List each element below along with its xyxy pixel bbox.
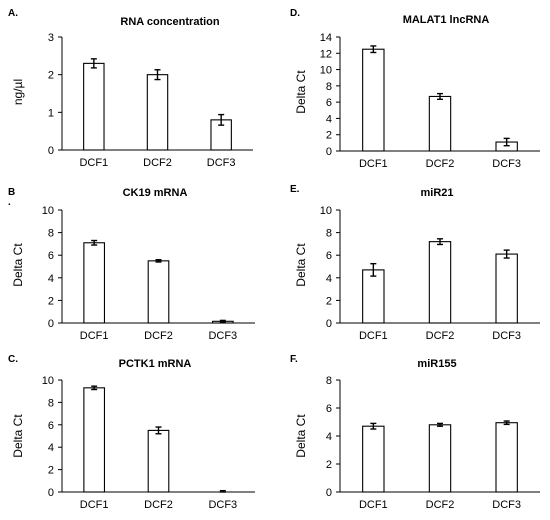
y-tick-label: 10 bbox=[42, 205, 54, 217]
bar-dcf2 bbox=[428, 95, 452, 152]
x-tick-label: DCF1 bbox=[359, 158, 388, 170]
x-tick-label: DCF2 bbox=[426, 499, 455, 511]
bar-dcf2 bbox=[428, 241, 452, 324]
chart-title: miR155 bbox=[417, 358, 456, 370]
x-tick-label: DCF3 bbox=[492, 330, 521, 342]
y-tick-label: 6 bbox=[48, 250, 54, 262]
chart-title: MALAT1 lncRNA bbox=[403, 14, 490, 26]
x-tick-label: DCF2 bbox=[426, 330, 455, 342]
panel-letter: F. bbox=[290, 354, 298, 365]
panel-letter: D. bbox=[290, 8, 300, 19]
bar-dcf3 bbox=[495, 422, 518, 493]
chart-title: PCTK1 mRNA bbox=[119, 358, 192, 370]
x-tick-label: DCF1 bbox=[80, 330, 109, 342]
panel-letter-suffix: . bbox=[8, 197, 11, 208]
y-tick-label: 2 bbox=[48, 70, 54, 82]
y-axis-label: Delta Ct bbox=[11, 414, 25, 458]
y-tick-label: 10 bbox=[320, 65, 332, 77]
chart-panel-1: A. RNA concentration ng/µl 0 1 2 3 DCF1 DCF2 DCF3 bbox=[8, 8, 253, 169]
x-tick-label: DCF1 bbox=[359, 499, 388, 511]
bar-dcf1 bbox=[362, 269, 385, 324]
y-tick-label: 3 bbox=[48, 32, 54, 44]
y-tick-label: 8 bbox=[326, 375, 332, 387]
y-tick-label: 0 bbox=[326, 487, 332, 499]
chart-panel-3: B. CK19 mRNA Delta Ct 0 2 4 6 8 10 DCF1 DCF2 DCF3 bbox=[8, 187, 255, 342]
y-axis-label: Delta Ct bbox=[294, 70, 308, 114]
x-tick-label: DCF3 bbox=[492, 499, 521, 511]
y-tick-label: 10 bbox=[42, 375, 54, 387]
panel-letter: C. bbox=[8, 354, 18, 365]
y-tick-label: 6 bbox=[326, 250, 332, 262]
bar-dcf1 bbox=[83, 387, 106, 493]
y-tick-label: 0 bbox=[326, 146, 332, 158]
bar-dcf1 bbox=[83, 242, 106, 324]
y-axis-label: ng/µl bbox=[11, 79, 25, 105]
x-tick-label: DCF3 bbox=[207, 157, 236, 169]
y-tick-label: 4 bbox=[48, 442, 54, 454]
x-tick-label: DCF1 bbox=[80, 499, 109, 511]
y-tick-label: 0 bbox=[48, 487, 54, 499]
x-tick-label: DCF2 bbox=[144, 330, 173, 342]
y-tick-label: 2 bbox=[48, 295, 54, 307]
y-tick-label: 2 bbox=[326, 130, 332, 142]
bar-dcf1 bbox=[362, 425, 385, 493]
y-axis-label: Delta Ct bbox=[11, 243, 25, 287]
y-tick-label: 4 bbox=[326, 113, 332, 125]
y-tick-label: 1 bbox=[48, 107, 54, 119]
panel-letter: B bbox=[8, 187, 15, 198]
x-tick-label: DCF3 bbox=[208, 330, 237, 342]
y-tick-label: 8 bbox=[48, 228, 54, 240]
y-axis-label: Delta Ct bbox=[294, 414, 308, 458]
x-tick-label: DCF1 bbox=[359, 330, 388, 342]
bar-dcf2 bbox=[147, 429, 170, 493]
y-tick-label: 8 bbox=[326, 81, 332, 93]
chart-title: CK19 mRNA bbox=[123, 187, 188, 199]
y-tick-label: 12 bbox=[320, 48, 332, 60]
y-tick-label: 4 bbox=[326, 431, 332, 443]
bar-dcf2 bbox=[147, 260, 170, 324]
y-tick-label: 6 bbox=[326, 97, 332, 109]
y-tick-label: 4 bbox=[48, 273, 54, 285]
y-tick-label: 8 bbox=[326, 228, 332, 240]
panel-letter: E. bbox=[290, 184, 300, 195]
y-tick-label: 14 bbox=[320, 32, 332, 44]
x-tick-label: DCF3 bbox=[208, 499, 237, 511]
x-tick-label: DCF2 bbox=[143, 157, 172, 169]
y-tick-label: 6 bbox=[326, 403, 332, 415]
bar-dcf2 bbox=[428, 424, 452, 493]
bar-dcf1 bbox=[83, 62, 105, 151]
x-tick-label: DCF2 bbox=[144, 499, 173, 511]
bar-dcf1 bbox=[362, 48, 385, 152]
x-tick-label: DCF2 bbox=[426, 158, 455, 170]
chart-panel-2: D. MALAT1 lncRNA Delta Ct 0 2 4 6 8 10 12 14 DCF1 DC… bbox=[290, 8, 540, 170]
y-axis-label: Delta Ct bbox=[294, 243, 308, 287]
bar-dcf3 bbox=[495, 253, 518, 324]
chart-panel-6: F. miR155 Delta Ct 0 2 4 6 8 DCF1 DCF2 DCF3 bbox=[290, 354, 540, 511]
y-tick-label: 2 bbox=[48, 465, 54, 477]
y-tick-label: 2 bbox=[326, 459, 332, 471]
y-tick-label: 8 bbox=[48, 397, 54, 409]
y-tick-label: 2 bbox=[326, 295, 332, 307]
x-tick-label: DCF3 bbox=[492, 158, 521, 170]
chart-title: miR21 bbox=[420, 187, 453, 199]
y-tick-label: 0 bbox=[326, 318, 332, 330]
y-tick-label: 4 bbox=[326, 273, 332, 285]
x-tick-label: DCF1 bbox=[79, 157, 108, 169]
y-tick-label: 0 bbox=[48, 145, 54, 157]
y-tick-label: 0 bbox=[48, 318, 54, 330]
y-tick-label: 10 bbox=[320, 205, 332, 217]
chart-panel-5: C. PCTK1 mRNA Delta Ct 0 2 4 6 8 10 DCF1 DCF2 DCF3 bbox=[8, 354, 255, 511]
panel-letter: A. bbox=[8, 8, 18, 19]
chart-panel-4: E. miR21 Delta Ct 0 2 4 6 8 10 DCF1 DCF2 DCF3 bbox=[290, 184, 540, 342]
chart-title: RNA concentration bbox=[120, 16, 219, 28]
bar-dcf2 bbox=[146, 74, 169, 151]
y-tick-label: 6 bbox=[48, 420, 54, 432]
